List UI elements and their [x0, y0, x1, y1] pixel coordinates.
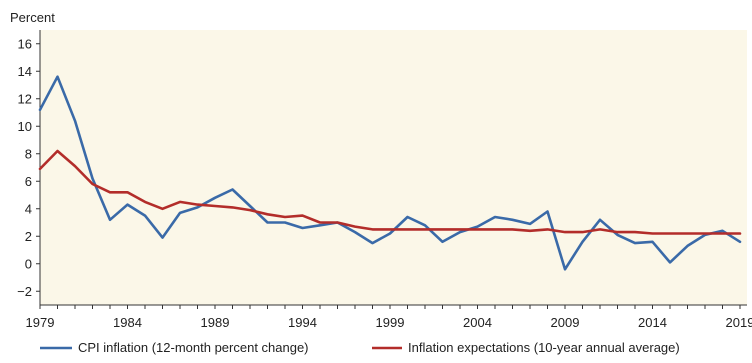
y-tick-label: 16: [18, 36, 32, 51]
x-tick-label: 1979: [26, 315, 55, 330]
x-tick-label: 2009: [551, 315, 580, 330]
y-tick-label: 8: [25, 146, 32, 161]
x-tick-label: 1984: [113, 315, 142, 330]
y-tick-label: 10: [18, 119, 32, 134]
x-tick-label: 1994: [288, 315, 317, 330]
plot-background: [40, 30, 747, 305]
y-tick-label: 4: [25, 201, 32, 216]
y-tick-label: 14: [18, 64, 32, 79]
x-tick-label: 2014: [638, 315, 667, 330]
x-tick-label: 1989: [201, 315, 230, 330]
inflation-expectations-line: [38, 149, 742, 235]
x-tick-label: 2004: [463, 315, 492, 330]
x-tick-label: 1999: [376, 315, 405, 330]
legend-label: Inflation expectations (10-year annual a…: [408, 340, 680, 355]
y-tick-label: −2: [17, 284, 32, 299]
y-tick-label: 0: [25, 256, 32, 271]
y-tick-label: 6: [25, 174, 32, 189]
x-tick-label: 2019: [726, 315, 752, 330]
legend-label: CPI inflation (12-month percent change): [78, 340, 309, 355]
cpi-inflation-line: [38, 75, 742, 271]
y-tick-label: 12: [18, 91, 32, 106]
y-axis-unit-label: Percent: [10, 10, 55, 25]
y-tick-label: 2: [25, 229, 32, 244]
